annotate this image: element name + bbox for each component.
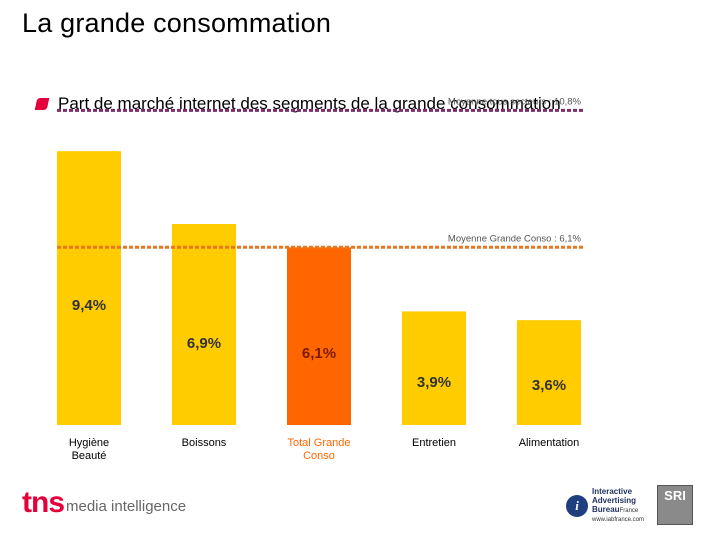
page-title: La grande consommation xyxy=(22,8,332,38)
iab-line-1: Interactive xyxy=(592,487,633,496)
bar-1 xyxy=(172,224,236,425)
value-label-2: 6,1% xyxy=(302,345,336,362)
tns-mark: tns xyxy=(22,486,65,519)
tns-logo: tns media intelligence xyxy=(22,483,186,523)
bar-2 xyxy=(287,247,351,425)
iab-text: Interactive Advertising BureauFrance www… xyxy=(592,487,644,525)
sri-mark: SRI xyxy=(664,488,686,503)
iab-line-3: Bureau xyxy=(592,505,620,514)
iab-icon: i xyxy=(566,495,588,517)
bar-4 xyxy=(517,320,581,425)
iab-url: www.iabfrance.com xyxy=(592,517,645,523)
category-label-1: Boissons xyxy=(182,437,227,449)
chart-subtitle: Part de marché internet des segments de … xyxy=(58,94,561,113)
bar-3 xyxy=(402,311,466,425)
sri-logo: SRI xyxy=(657,485,693,525)
category-label-2: Total Grande Conso xyxy=(288,437,351,462)
value-label-3: 3,9% xyxy=(417,374,451,391)
iab-line-2: Advertising xyxy=(592,496,637,505)
category-label-4: Alimentation xyxy=(519,437,580,449)
chart-subtitle-row: Part de marché internet des segments de … xyxy=(34,94,561,114)
tns-media-intelligence-text: media intelligence xyxy=(66,497,187,515)
value-label-4: 3,6% xyxy=(532,377,566,394)
iab-country: France xyxy=(619,508,639,514)
bar-0 xyxy=(57,151,121,425)
value-label-1: 6,9% xyxy=(187,335,221,352)
reference-line-label-1: Moyenne Grande Conso : 6,1% xyxy=(448,233,582,244)
category-label-3: Entretien xyxy=(412,437,456,449)
reference-line-label-0: Moyenne tous secteurs : 10,8% xyxy=(448,96,582,107)
category-label-0: Hygiène Beauté xyxy=(69,437,109,462)
iab-logo: i Interactive Advertising BureauFrance w… xyxy=(566,486,652,526)
value-label-0: 9,4% xyxy=(72,297,106,314)
